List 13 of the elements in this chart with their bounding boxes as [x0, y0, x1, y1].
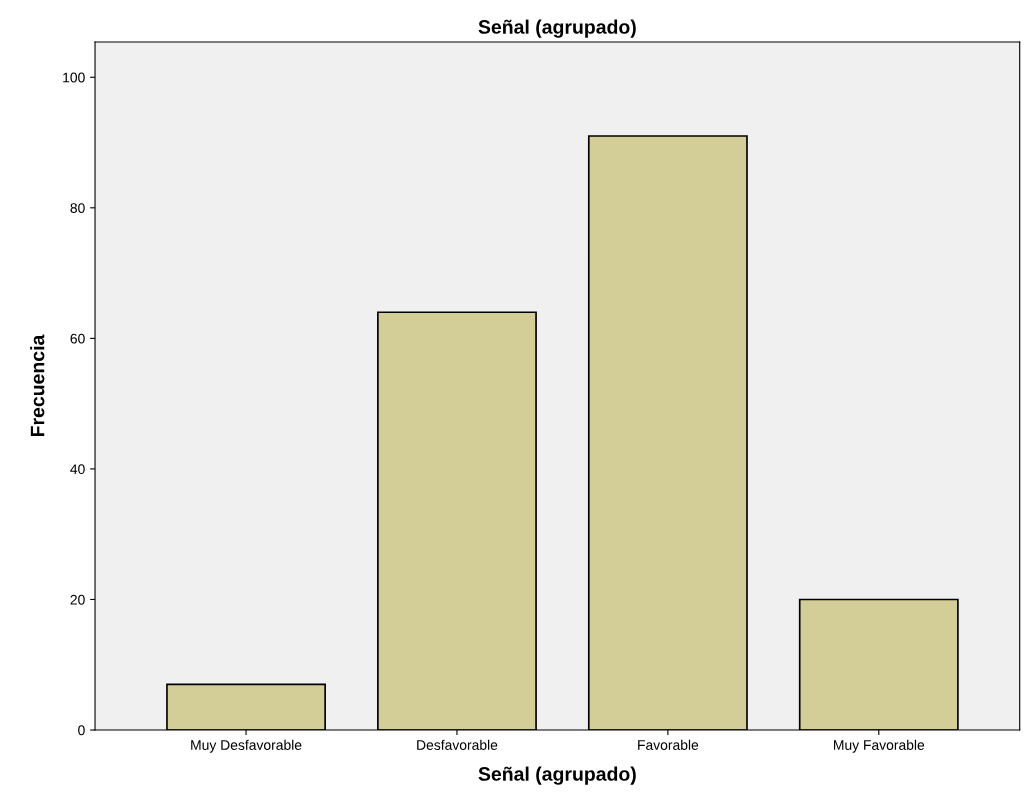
y-tick-label: 20 — [70, 594, 85, 605]
x-axis-title: Señal (agrupado) — [478, 766, 636, 785]
chart-title: Señal (agrupado) — [478, 19, 636, 38]
y-tick-label: 80 — [70, 203, 85, 213]
x-tick-label: Desfavorable — [417, 739, 498, 750]
y-tick-label: 0 — [78, 725, 85, 736]
y-tick-label: 40 — [70, 464, 85, 475]
x-tick-label: Muy Desfavorable — [191, 739, 302, 753]
x-tick-label: Favorable — [638, 739, 699, 750]
y-tick-label: 60 — [70, 333, 85, 344]
y-tick-label: 100 — [63, 72, 85, 83]
x-tick-label: Muy Favorable — [834, 739, 925, 753]
y-axis-title: Frecuencia — [30, 334, 45, 437]
